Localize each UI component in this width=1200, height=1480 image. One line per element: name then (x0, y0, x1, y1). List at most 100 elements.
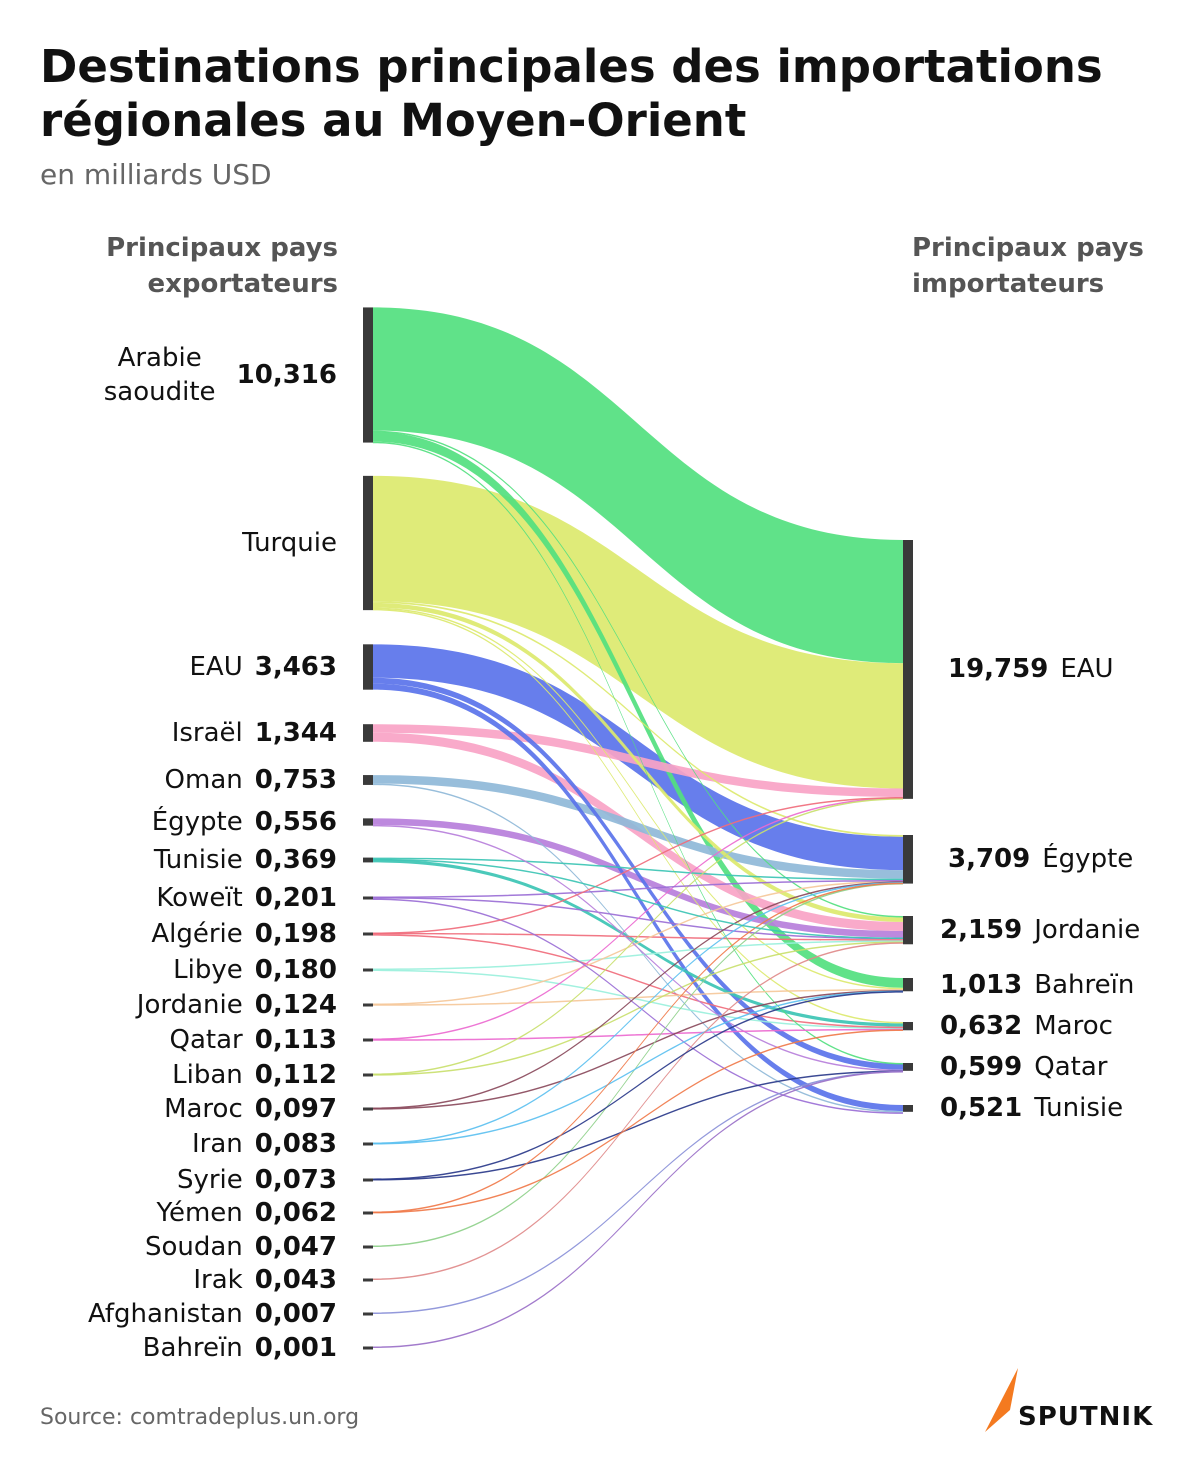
flow (373, 880, 903, 1005)
source-name: Arabie saoudite (103, 343, 216, 407)
flow (373, 732, 903, 931)
source-label: Algérie 0,198 (151, 919, 337, 949)
source-node (363, 857, 373, 863)
target-node (903, 540, 913, 799)
target-name: EAU (1060, 654, 1114, 685)
source-node (363, 1178, 373, 1182)
target-value: 1,013 (940, 969, 1023, 1000)
flow (373, 882, 903, 1247)
target-value: 3,709 (948, 844, 1031, 875)
flow (373, 1071, 903, 1348)
flow (373, 882, 903, 1144)
flow (373, 989, 903, 1110)
source-label: Soudan 0,047 (145, 1232, 337, 1262)
flow (373, 942, 903, 1280)
source-node (363, 475, 373, 611)
target-value: 2,159 (940, 915, 1023, 946)
source-name: Koweït (156, 883, 243, 913)
target-label: 0,521 Tunisie (940, 1093, 1123, 1123)
flow (373, 824, 903, 1072)
source-name: Syrie (176, 1165, 243, 1195)
source-value: 10,316 (236, 360, 337, 390)
logo-icon (985, 1368, 1018, 1432)
target-node (903, 1063, 913, 1071)
source-label: Turquie (242, 528, 337, 558)
source-value: 0,201 (254, 883, 337, 913)
flow (373, 602, 903, 922)
source-node (363, 307, 373, 443)
source-node (363, 724, 373, 742)
target-name: Maroc (1034, 1011, 1113, 1042)
target-name: Jordanie (1034, 915, 1141, 946)
source-note: Source: comtradeplus.un.org (40, 1405, 360, 1430)
source-label: Arabie saoudite 10,316 (95, 341, 337, 409)
target-node (903, 1022, 913, 1031)
left-heading: Principaux pays exportateurs (106, 233, 338, 299)
source-value: 0,047 (254, 1232, 337, 1262)
source-value: 0,062 (254, 1198, 337, 1228)
chart-title: Destinations principales des importation… (40, 40, 1103, 147)
source-name: Iran (191, 1129, 243, 1159)
target-value: 0,632 (940, 1011, 1023, 1042)
source-value: 3,463 (254, 652, 337, 682)
source-name: Israël (171, 718, 243, 748)
source-node (363, 1142, 373, 1146)
source-node (363, 644, 373, 690)
target-label: 0,632 Maroc (940, 1011, 1113, 1041)
source-label: Bahreïn 0,001 (143, 1333, 337, 1363)
source-label: Syrie 0,073 (177, 1165, 337, 1195)
flow (373, 677, 903, 1070)
source-value: 0,043 (254, 1265, 337, 1295)
source-value: 0,753 (254, 765, 337, 795)
flow (373, 882, 903, 1213)
source-value: 0,198 (254, 919, 337, 949)
flow (373, 307, 903, 664)
right-heading: Principaux pays importateurs (912, 233, 1144, 299)
source-label: Tunisie 0,369 (154, 845, 337, 875)
flow (373, 683, 903, 1112)
target-value: 0,521 (940, 1093, 1023, 1124)
target-node (903, 916, 913, 945)
source-label: Qatar 0,113 (170, 1025, 337, 1055)
flow (373, 990, 903, 1145)
source-value: 0,083 (254, 1129, 337, 1159)
flow (373, 881, 903, 1109)
source-node (363, 818, 373, 826)
target-value: 0,599 (940, 1051, 1023, 1082)
source-value: 0,113 (254, 1025, 337, 1055)
target-name: Bahreïn (1034, 969, 1135, 1000)
source-label: Libye 0,180 (173, 955, 337, 985)
flow (373, 607, 903, 990)
flow (373, 941, 903, 1076)
source-value: 0,369 (254, 845, 337, 875)
source-value: 0,001 (254, 1333, 337, 1363)
flow (373, 608, 903, 1024)
source-node (363, 1107, 373, 1111)
source-name: Qatar (169, 1025, 243, 1055)
source-node (363, 1312, 373, 1316)
target-label: 2,159 Jordanie (940, 915, 1140, 945)
source-node (363, 1245, 373, 1249)
target-node (903, 1105, 913, 1112)
target-name: Tunisie (1034, 1093, 1124, 1124)
source-node (363, 1038, 373, 1042)
source-node (363, 1278, 373, 1282)
flow (373, 934, 903, 1029)
source-node (363, 968, 373, 972)
flow (373, 1070, 903, 1181)
source-label: Jordanie 0,124 (137, 990, 337, 1020)
flow (373, 858, 903, 940)
flow (373, 1029, 903, 1214)
source-node (363, 1346, 373, 1350)
source-name: Yémen (156, 1198, 243, 1228)
target-label: 1,013 Bahreïn (940, 970, 1134, 1000)
source-name: Turquie (242, 528, 337, 558)
target-label: 19,759 EAU (948, 654, 1114, 684)
source-name: Irak (193, 1265, 243, 1295)
flow (373, 797, 903, 1040)
flow (373, 1070, 903, 1314)
source-name: Afghanistan (87, 1299, 243, 1329)
flow (373, 601, 903, 837)
